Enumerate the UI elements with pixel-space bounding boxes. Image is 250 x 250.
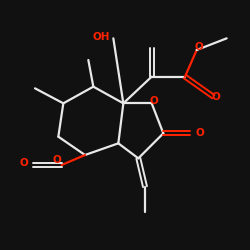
Text: O: O (52, 155, 61, 165)
Text: O: O (20, 158, 28, 168)
Text: O: O (150, 96, 158, 106)
Text: O: O (212, 92, 220, 102)
Text: OH: OH (92, 32, 110, 42)
Text: O: O (195, 128, 204, 138)
Text: O: O (195, 42, 203, 52)
